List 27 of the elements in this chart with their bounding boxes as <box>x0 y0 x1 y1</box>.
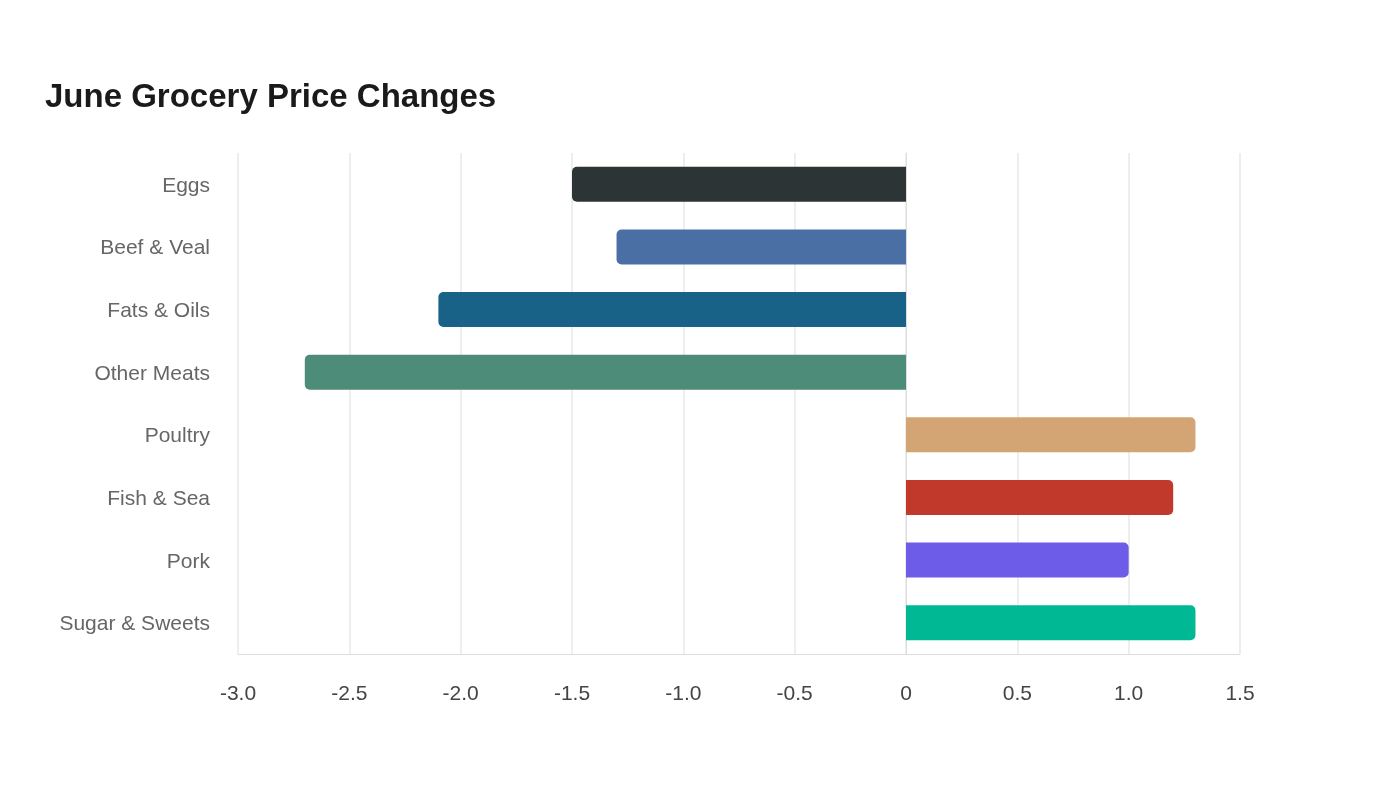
y-tick-label: Beef & Veal <box>100 235 210 259</box>
bar <box>438 292 906 328</box>
x-tick-label: -2.0 <box>442 681 479 704</box>
bar <box>906 479 1174 515</box>
y-tick-label: Fish & Sea <box>107 485 211 509</box>
x-tick-label: 1.5 <box>1225 681 1255 704</box>
bar <box>906 542 1129 578</box>
x-tick-label: -1.5 <box>553 681 591 704</box>
y-tick-label: Poultry <box>144 423 211 447</box>
bar <box>572 166 906 202</box>
y-tick-label: Eggs <box>162 172 210 196</box>
y-tick-label: Other Meats <box>94 360 210 384</box>
chart-title: June Grocery Price Changes <box>45 77 497 114</box>
x-tick-label: 0.5 <box>1002 681 1032 704</box>
y-tick-label: Sugar & Sweets <box>59 611 210 635</box>
bar <box>906 417 1196 453</box>
x-tick-label: -2.5 <box>331 681 368 704</box>
x-tick-label: -0.5 <box>776 681 813 704</box>
bar <box>906 605 1196 641</box>
y-tick-label: Pork <box>166 548 211 572</box>
x-tick-label: -1.0 <box>665 681 702 704</box>
bar <box>304 354 906 390</box>
y-tick-label: Fats & Oils <box>107 298 210 322</box>
x-tick-label: 1.0 <box>1114 681 1144 704</box>
x-tick-label: -3.0 <box>219 681 257 704</box>
x-tick-label: 0 <box>900 681 912 704</box>
bar <box>616 229 906 265</box>
